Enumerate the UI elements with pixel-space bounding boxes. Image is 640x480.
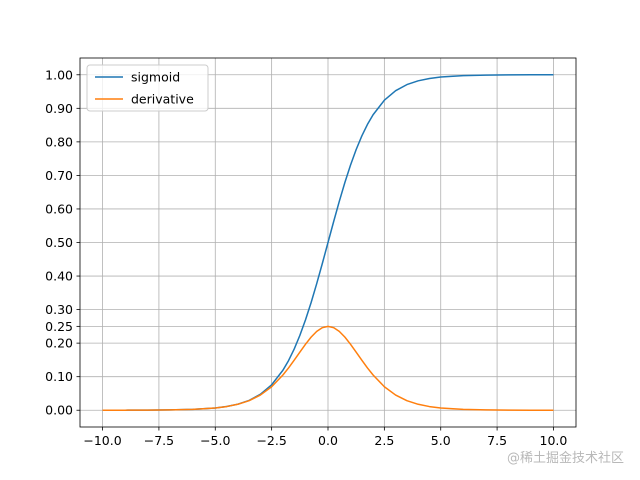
x-tick-label: 10.0 [540,433,568,448]
y-tick-label: 0.90 [45,101,73,116]
x-tick-label: −2.5 [256,433,286,448]
y-tick-label: 0.60 [45,201,73,216]
legend-label-sigmoid: sigmoid [131,70,180,85]
series-lines [102,74,554,411]
legend-label-derivative: derivative [131,92,194,107]
x-tick-label: 5.0 [431,433,451,448]
y-axis-ticks: 0.00 0.10 0.20 0.25 0.30 0.40 0.50 0.60 0.70 0.80… [45,67,80,418]
y-tick-label: 0.50 [45,235,73,250]
y-tick-label: 0.80 [45,134,73,149]
y-tick-label: 0.40 [45,269,73,284]
y-tick-label: 0.00 [45,403,73,418]
y-tick-label: 0.30 [45,302,73,317]
x-tick-label: −5.0 [200,433,230,448]
x-tick-label: 2.5 [374,433,394,448]
y-tick-label: 0.25 [45,319,73,334]
y-tick-label: 0.20 [45,336,73,351]
x-tick-label: 0.0 [318,433,338,448]
y-tick-label: 0.10 [45,369,73,384]
y-tick-label: 0.70 [45,168,73,183]
watermark: @稀土掘金技术社区 [506,451,624,466]
x-axis-ticks: −10.0 −7.5 −5.0 −2.5 0.0 2.5 5.0 7.5 10.0 [83,427,567,448]
y-tick-label: 1.00 [45,67,73,82]
x-tick-label: −10.0 [83,433,121,448]
x-tick-label: 7.5 [487,433,507,448]
x-tick-label: −7.5 [144,433,174,448]
legend: sigmoid derivative [86,64,209,112]
series-line-derivative [102,325,554,411]
